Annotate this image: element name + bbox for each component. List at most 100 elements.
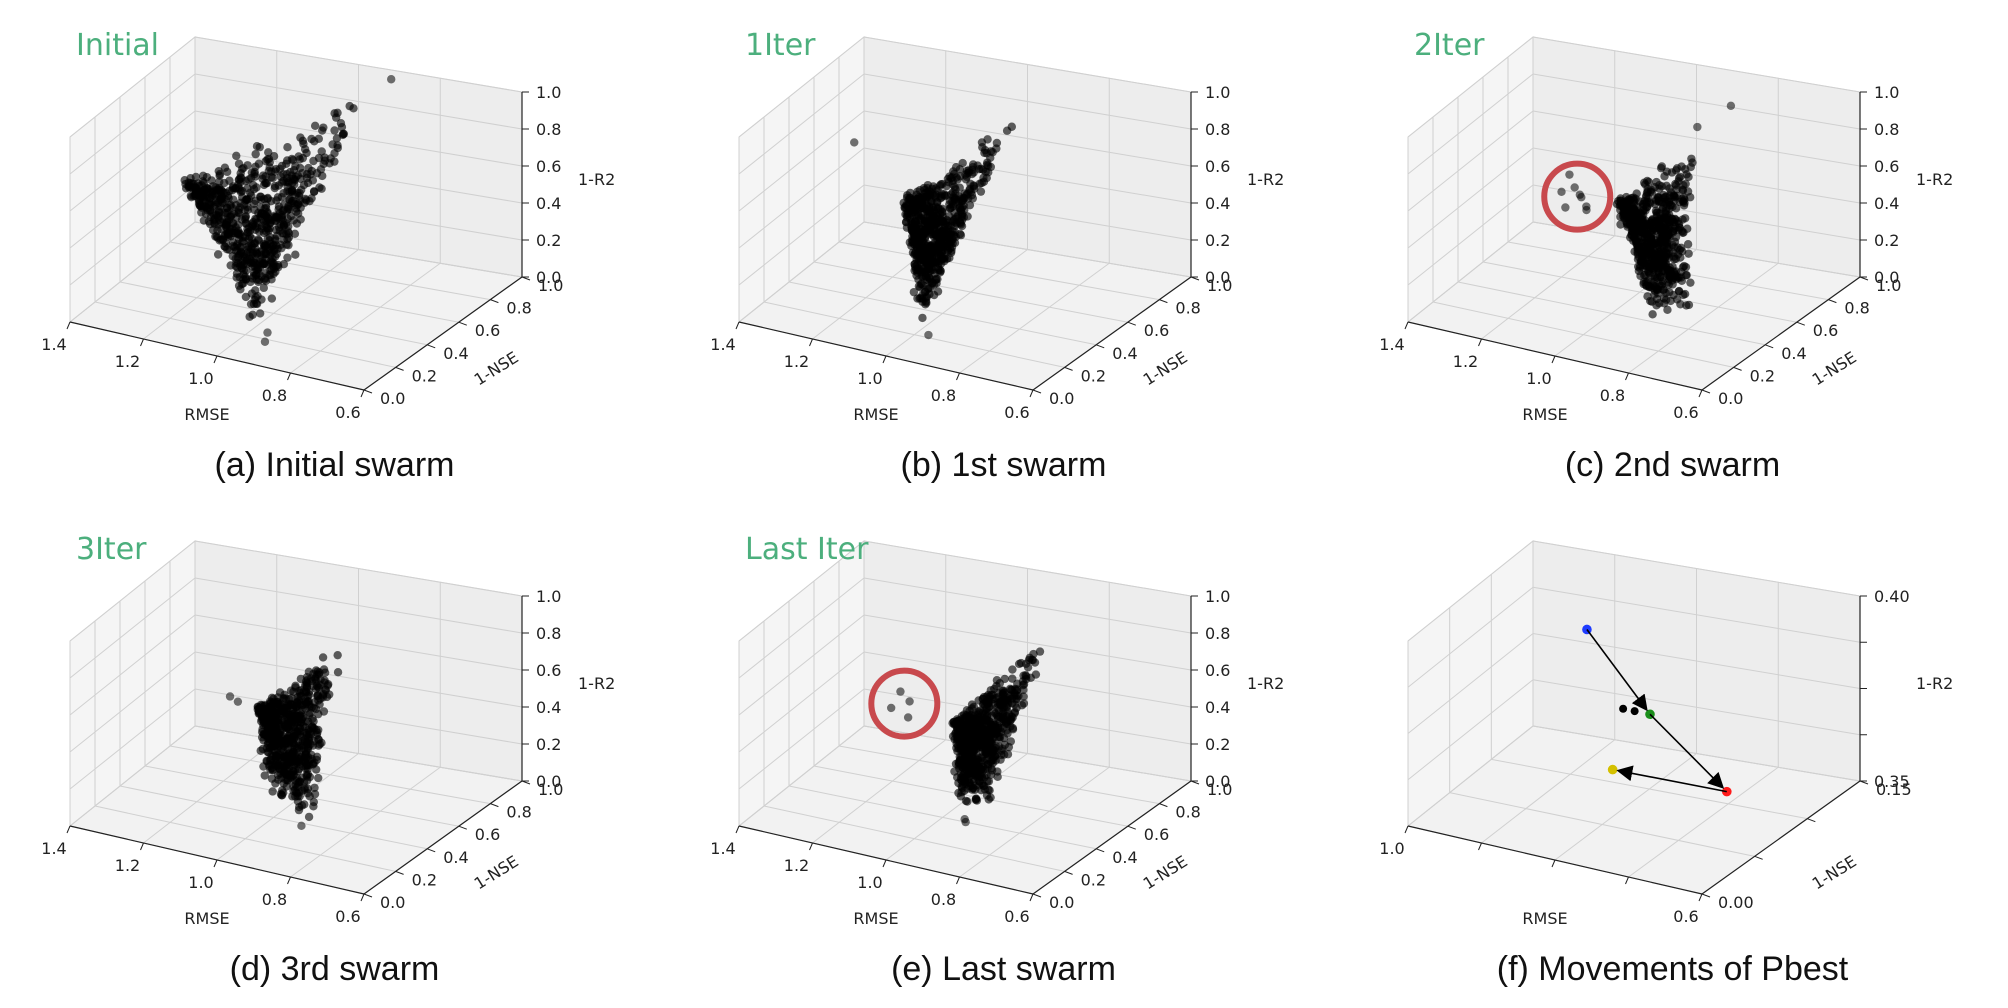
data-point	[278, 229, 287, 238]
data-point	[920, 219, 929, 229]
data-point	[270, 717, 280, 726]
x-tick	[735, 825, 740, 834]
data-point	[247, 234, 257, 243]
y-tick	[363, 389, 373, 394]
data-point	[236, 259, 246, 268]
grid-line	[1457, 281, 1766, 346]
grid-line	[194, 147, 523, 204]
grid-line	[738, 540, 865, 642]
data-point	[1657, 227, 1666, 236]
x-tick-label: 1.0	[188, 873, 213, 892]
grid-line	[1532, 540, 1861, 597]
data-point	[254, 275, 264, 285]
y-tick-label: 0.0	[380, 893, 405, 912]
data-point	[959, 786, 969, 796]
data-point	[270, 723, 280, 732]
data-point	[1667, 214, 1677, 224]
y-tick	[1127, 321, 1136, 326]
y-tick	[1096, 344, 1105, 349]
data-point	[213, 250, 223, 259]
grid-line	[69, 577, 196, 679]
data-point	[236, 173, 245, 182]
y-axis-label: 1-NSE	[1140, 852, 1191, 894]
data-point	[945, 235, 954, 245]
data-point	[949, 201, 958, 211]
z-tick-label: 0.8	[1874, 120, 1899, 139]
y-tick-label: 0.8	[1844, 299, 1869, 318]
data-point	[255, 142, 264, 152]
data-point	[314, 773, 323, 783]
y-tick	[1754, 855, 1763, 860]
data-point	[903, 713, 913, 722]
grid-line	[69, 725, 196, 827]
grid-line	[290, 766, 441, 878]
caption: (b) 1st swarm	[900, 446, 1107, 484]
grid-line	[813, 765, 1128, 827]
data-point	[263, 328, 272, 337]
grid-line	[69, 184, 196, 286]
z-tick-label: 0.2	[1874, 231, 1899, 250]
y-tick	[395, 870, 404, 875]
x-tick	[66, 825, 71, 834]
grid-line	[69, 110, 196, 212]
data-point	[220, 163, 230, 172]
z-tick-label: 0.6	[536, 661, 561, 680]
caption: (c) 2nd swarm	[1564, 446, 1781, 484]
data-point	[213, 233, 222, 242]
data-point	[918, 291, 927, 300]
data-point	[283, 182, 292, 192]
data-point	[1565, 170, 1574, 179]
data-point	[977, 138, 987, 147]
x-tick	[1029, 893, 1034, 902]
grid-line	[1532, 110, 1861, 167]
grid-line	[1432, 301, 1734, 368]
movement-arrow	[1586, 629, 1648, 712]
grid-line	[738, 688, 865, 790]
data-point	[282, 782, 291, 791]
data-point	[1019, 699, 1029, 708]
grid-line	[838, 241, 1160, 301]
data-point	[1035, 647, 1045, 656]
data-point	[939, 227, 948, 236]
y-tick-label: 1.0	[1207, 780, 1232, 799]
data-point	[1577, 193, 1586, 202]
grid-line	[69, 147, 196, 249]
data-point	[932, 223, 941, 233]
panel-label: 1Iter	[745, 28, 816, 63]
x-tick-label: 0.6	[1673, 907, 1698, 926]
y-tick-label: 1.0	[538, 780, 563, 799]
data-point	[250, 243, 260, 252]
y-tick	[363, 893, 373, 898]
tick-labels: 1.41.21.00.80.60.00.20.40.60.81.00.00.20…	[41, 83, 563, 422]
data-point	[953, 175, 962, 184]
z-tick-label: 0.0	[536, 772, 561, 791]
data-point	[962, 172, 971, 181]
tick-labels: 1.41.21.00.80.60.00.20.40.60.81.00.00.20…	[41, 587, 563, 926]
y-axis-line	[1701, 780, 1861, 895]
data-point	[961, 760, 970, 770]
data-point	[225, 692, 235, 701]
data-point	[1003, 750, 1013, 759]
data-point	[1684, 249, 1693, 258]
data-point	[1622, 192, 1631, 202]
data-point	[275, 736, 284, 746]
x-tick-label: 1.4	[41, 839, 66, 858]
panel-label: Last Iter	[745, 532, 869, 567]
data-point	[1670, 196, 1679, 205]
data-point	[1680, 289, 1690, 299]
data-point	[296, 133, 305, 142]
grid-line	[959, 262, 1110, 374]
points	[1557, 101, 1736, 319]
data-point	[919, 256, 928, 265]
x-tick-label: 0.6	[1673, 403, 1698, 422]
data-point	[195, 196, 204, 205]
caption: (e) Last swarm	[891, 950, 1116, 988]
data-point	[969, 743, 979, 752]
grid-line	[863, 540, 1192, 597]
x-tick	[809, 338, 813, 347]
data-point	[232, 273, 241, 282]
data-point	[896, 687, 905, 696]
pbest-point	[1722, 786, 1732, 797]
data-point	[925, 275, 935, 284]
data-point	[1663, 270, 1673, 279]
